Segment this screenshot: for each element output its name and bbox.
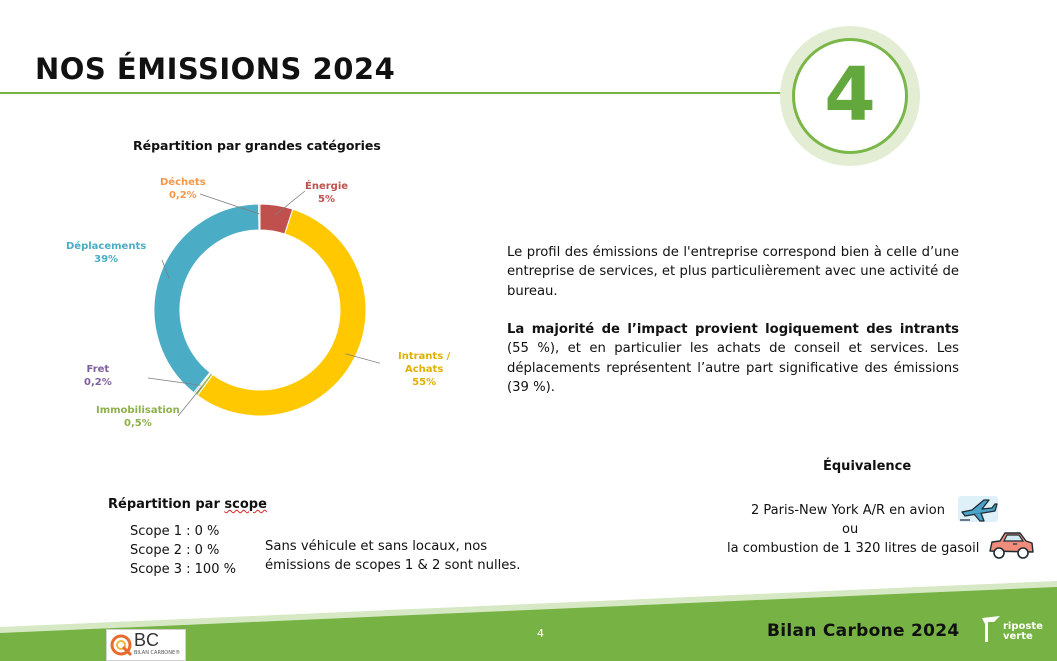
riposte-verte-line1: riposte — [1003, 621, 1043, 632]
slice-intrants-achats — [196, 208, 367, 417]
label-immobilisation-value: 0,5% — [124, 418, 152, 429]
scope-title-a: Répartition par — [108, 497, 225, 512]
scope-1: Scope 1 : 0 % — [130, 524, 220, 539]
label-intrants-line1: Intrants / — [398, 351, 451, 362]
bilan-carbone-logo-text: BC — [134, 630, 160, 650]
label-energie: Énergie 5% — [305, 180, 348, 206]
label-dechets: Déchets 0,2% — [160, 176, 206, 202]
footer-title: Bilan Carbone 2024 — [767, 621, 960, 641]
riposte-verte-line2: verte — [1003, 631, 1033, 642]
label-deplacements-value: 39% — [94, 254, 119, 265]
label-deplacements: Déplacements 39% — [66, 240, 146, 266]
bilan-carbone-logo-mark — [110, 634, 133, 657]
scope-title-b: scope — [224, 497, 267, 512]
leader-line — [345, 353, 380, 364]
description-paragraph-2: La majorité de l’impact provient logique… — [507, 320, 959, 397]
label-fret-value: 0,2% — [84, 377, 112, 388]
title-underline — [0, 92, 790, 94]
scope-3: Scope 3 : 100 % — [130, 562, 236, 577]
bilan-carbone-logo: BC BILAN CARBONE® — [106, 629, 186, 661]
scope-note: Sans véhicule et sans locaux, nos émissi… — [265, 539, 521, 573]
leader-line — [161, 259, 170, 279]
equivalence-or: ou — [842, 522, 859, 537]
description-rest: (55 %), et en particulier les achats de … — [507, 341, 959, 395]
chart-title: Répartition par grandes catégories — [133, 138, 381, 153]
section-number-badge: 4 — [792, 38, 908, 154]
description-emphasis: La majorité de l’impact provient logique… — [507, 322, 959, 337]
equivalence-fuel: la combustion de 1 320 litres de gasoil — [727, 541, 980, 556]
plane-icon — [958, 496, 998, 522]
equivalence-flights: 2 Paris-New York A/R en avion — [751, 503, 945, 518]
slice-d-chets — [258, 203, 261, 231]
leader-line — [177, 386, 203, 417]
leader-line — [147, 377, 201, 386]
label-fret-name: Fret — [86, 364, 110, 375]
label-dechets-value: 0,2% — [168, 190, 197, 201]
scope-2: Scope 2 : 0 % — [130, 543, 220, 558]
donut-chart — [147, 190, 380, 417]
label-immobilisation-name: Immobilisation — [96, 405, 180, 416]
riposte-verte-text: riposte verte — [1003, 622, 1043, 642]
page-title: NOS ÉMISSIONS 2024 — [35, 52, 396, 86]
leaf-icon — [982, 616, 1000, 642]
footer-band — [0, 581, 1057, 661]
label-dechets-name: Déchets — [160, 177, 206, 188]
equivalence-title: Équivalence — [823, 459, 912, 474]
label-intrants-value: 55% — [412, 377, 437, 388]
description-paragraph-1: Le profil des émissions de l'entreprise … — [507, 245, 959, 299]
slice-d-placements — [153, 203, 260, 394]
car-icon — [989, 532, 1034, 559]
label-intrants-line2: Achats — [405, 364, 444, 375]
riposte-verte-logo: riposte verte — [980, 612, 1052, 652]
leader-line — [199, 193, 260, 215]
label-energie-value: 5% — [318, 194, 336, 205]
label-deplacements-name: Déplacements — [66, 241, 147, 252]
bilan-carbone-logo-sub: BILAN CARBONE® — [134, 650, 181, 656]
page-number: 4 — [537, 627, 544, 640]
label-energie-name: Énergie — [305, 181, 349, 192]
leader-line — [274, 190, 306, 216]
label-immobilisation: Immobilisation 0,5% — [96, 404, 180, 430]
label-intrants: Intrants / Achats 55% — [398, 350, 450, 389]
label-fret: Fret 0,2% — [84, 363, 112, 389]
scope-title: Répartition par scope — [108, 497, 267, 512]
